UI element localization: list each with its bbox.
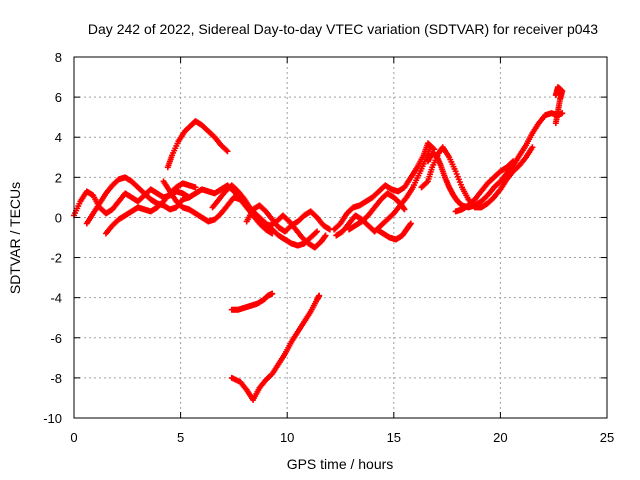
series-arc5 (164, 118, 231, 171)
grid (74, 57, 607, 418)
plot-frame (73, 56, 608, 419)
data-point (269, 230, 276, 237)
y-tick-label: 2 (55, 170, 62, 185)
y-axis-title: SDTVAR / TECUs (7, 182, 23, 294)
chart-title: Day 242 of 2022, Sidereal Day-to-day VTE… (88, 21, 598, 37)
y-tick-label: -8 (50, 371, 62, 386)
data-point (423, 179, 430, 186)
data-point (312, 229, 319, 236)
series-arc17 (552, 84, 566, 127)
y-tick-label: -10 (43, 411, 62, 426)
x-axis-title: GPS time / hours (287, 456, 394, 472)
data-point (269, 290, 276, 297)
data-point (224, 148, 231, 155)
data-point (316, 292, 323, 299)
data-points (71, 84, 566, 403)
series-arc15 (418, 144, 536, 211)
y-tick-label: 6 (55, 90, 62, 105)
series-arc13 (373, 220, 414, 243)
y-tick-label: 8 (55, 50, 62, 65)
data-point (510, 158, 517, 165)
x-tick-label: 10 (280, 430, 294, 445)
data-point (223, 147, 230, 154)
y-tick-label: -4 (50, 291, 62, 306)
x-tick-label: 20 (493, 430, 507, 445)
y-tick-label: 0 (55, 210, 62, 225)
series-arc8 (228, 290, 276, 313)
series-arc11 (333, 144, 434, 239)
data-point (407, 220, 414, 227)
y-tick-label: -2 (50, 251, 62, 266)
data-point (186, 194, 193, 201)
data-point (427, 144, 434, 151)
series-arc7 (243, 202, 333, 235)
series-arc9 (228, 292, 323, 403)
y-tick-label: 4 (55, 130, 62, 145)
data-point (509, 159, 516, 166)
data-point (314, 228, 321, 235)
x-tick-label: 25 (600, 430, 614, 445)
series-arc12 (346, 190, 408, 233)
y-tick-label: -6 (50, 331, 62, 346)
data-point (401, 206, 408, 213)
series-arc16 (452, 158, 517, 215)
x-tick-label: 0 (70, 430, 77, 445)
data-point (529, 144, 536, 151)
data-point (192, 184, 199, 191)
series-arc10 (331, 140, 438, 233)
data-point (430, 145, 437, 152)
x-tick-label: 15 (387, 430, 401, 445)
series-arc6 (209, 182, 329, 251)
data-point (322, 232, 329, 239)
data-point (552, 92, 559, 99)
series-arc3 (102, 180, 199, 237)
series-arc2 (83, 174, 193, 227)
x-tick-label: 5 (177, 430, 184, 445)
